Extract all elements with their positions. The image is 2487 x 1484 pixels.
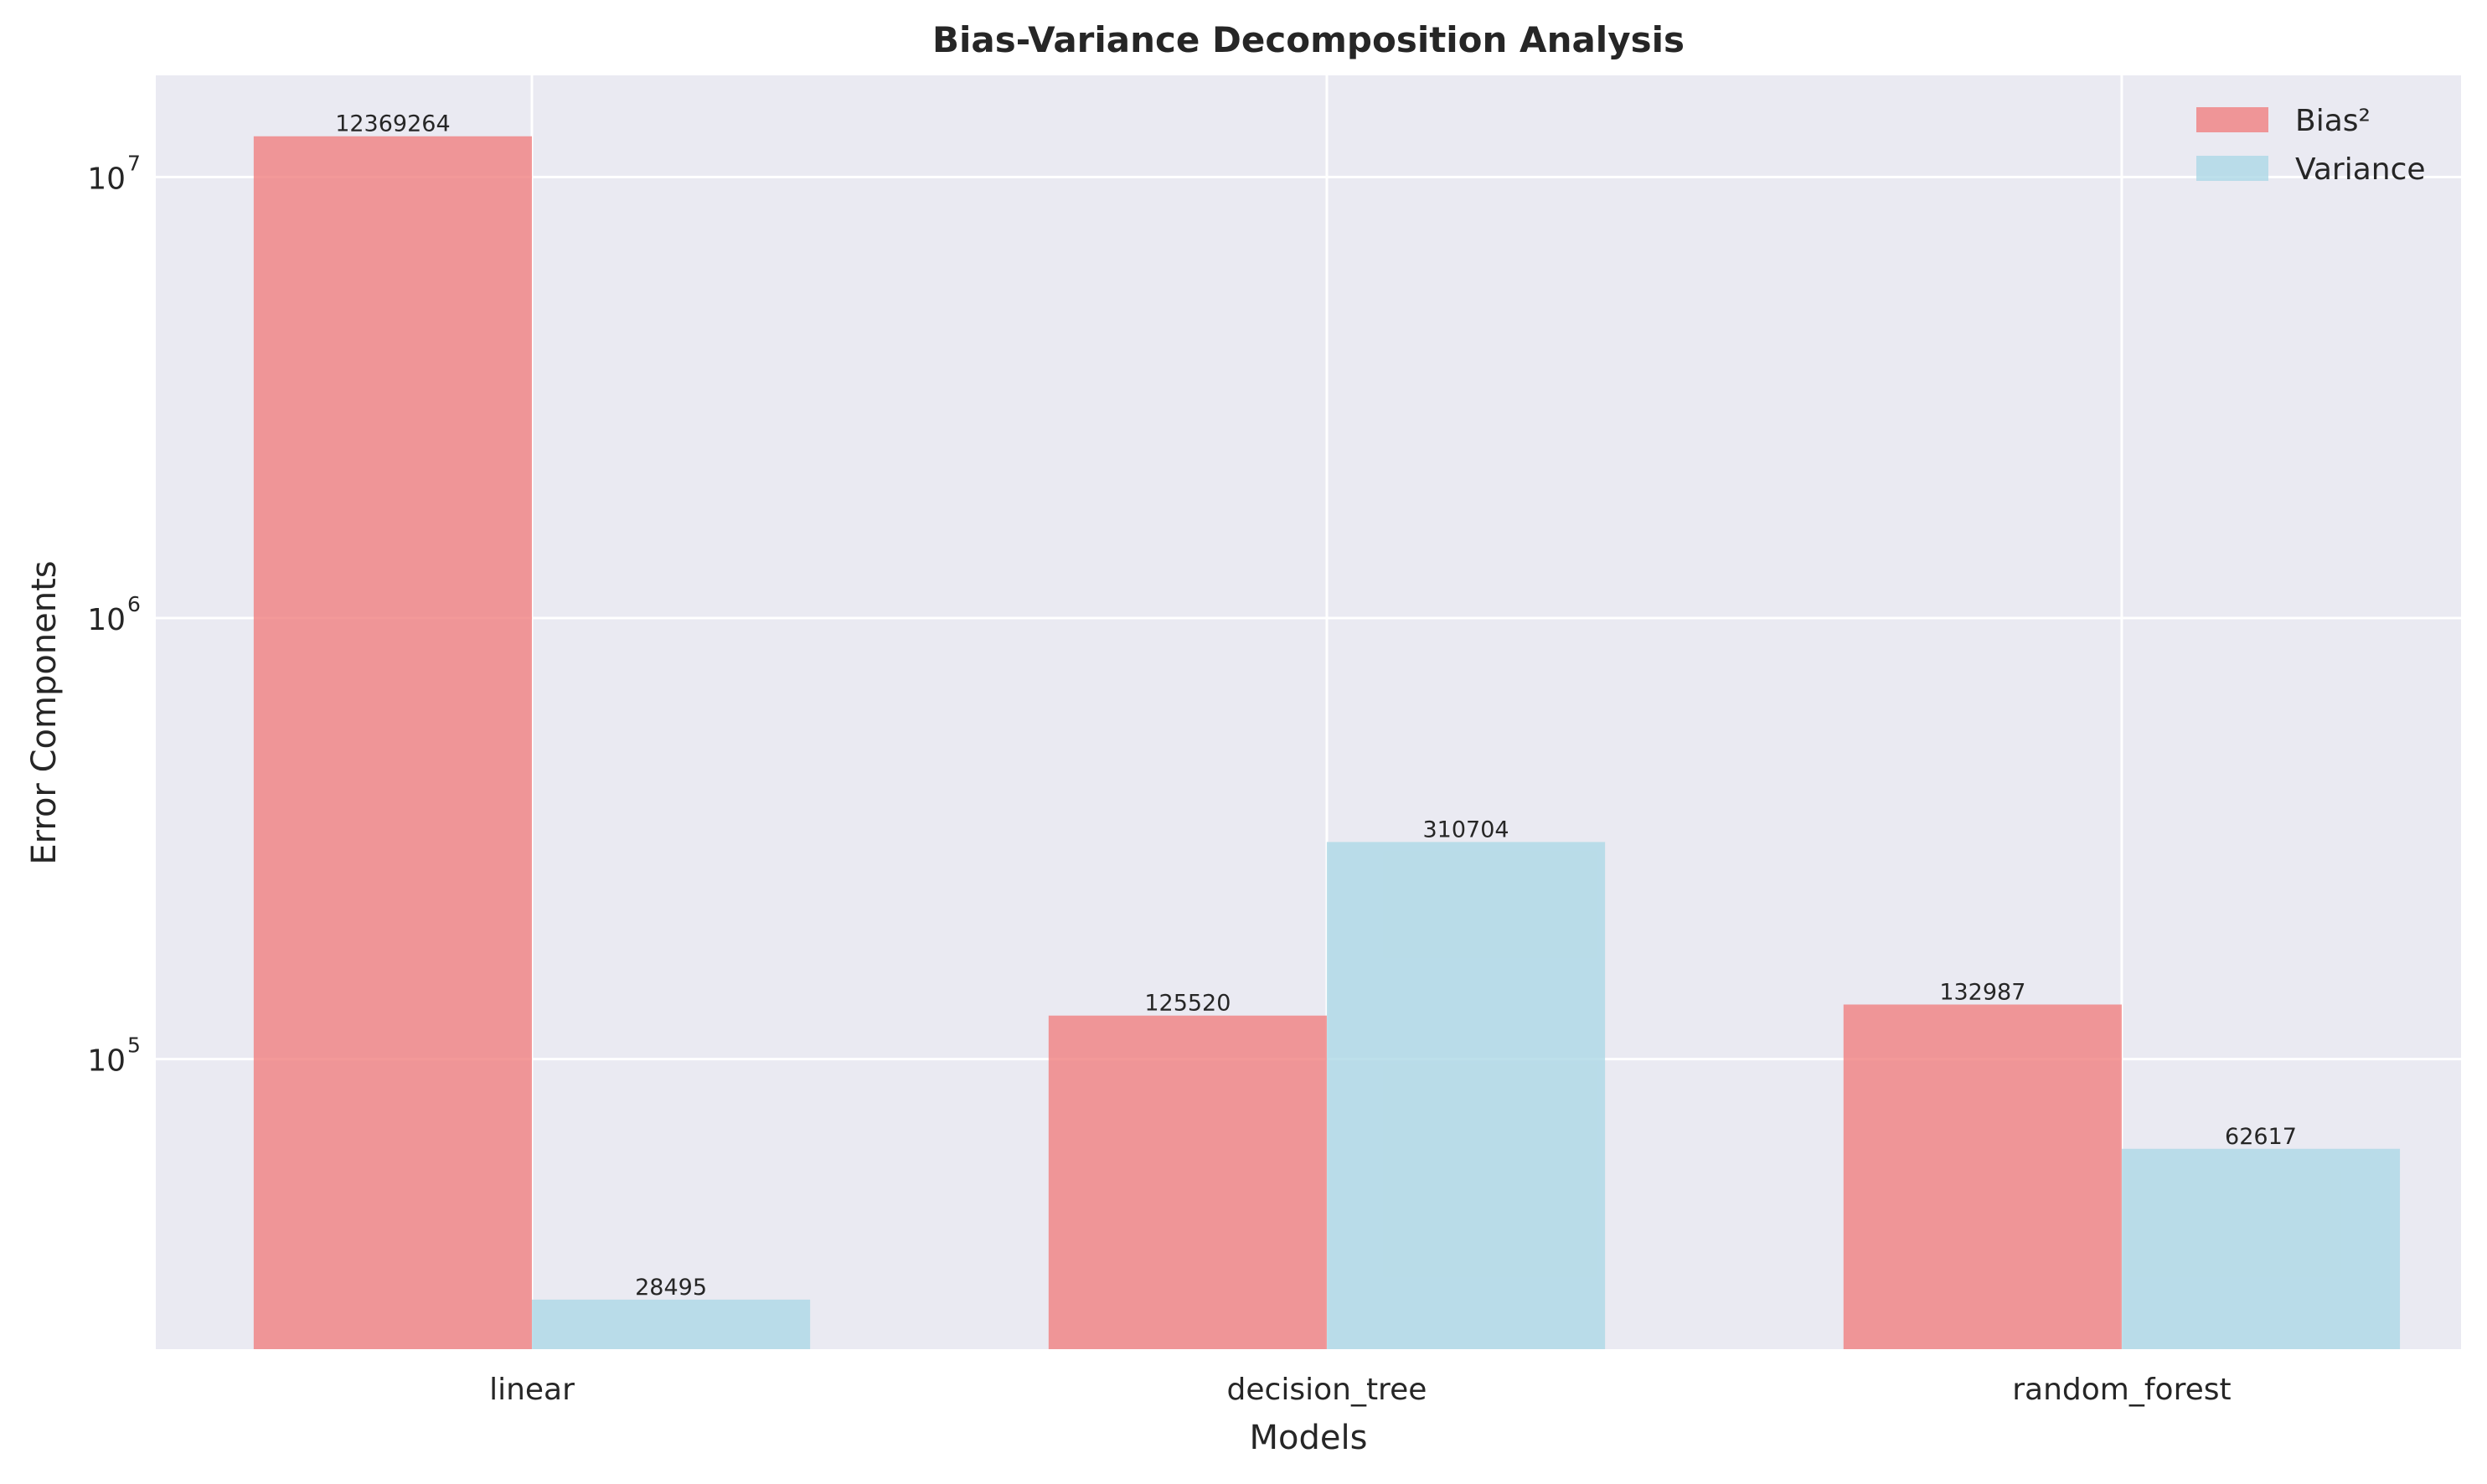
y-tick-label: 10 <box>87 162 126 196</box>
legend-label-bias: Bias² <box>2295 104 2371 138</box>
y-tick-label: 10 <box>87 603 126 637</box>
legend: Bias² Variance <box>2196 104 2426 187</box>
legend-swatch-variance <box>2196 156 2268 181</box>
data-label: 28495 <box>635 1275 707 1301</box>
data-label: 62617 <box>2225 1124 2297 1150</box>
bar-variance-decision_tree <box>1326 842 1606 1349</box>
y-axis-label: Error Components <box>25 560 64 864</box>
bar-bias-linear <box>253 136 532 1350</box>
y-tick-exponent: 5 <box>127 1033 141 1058</box>
x-tick-label: linear <box>489 1373 575 1407</box>
bar-variance-linear <box>532 1299 811 1349</box>
data-labels: 12369264 125520 132987 28495 310704 62617 <box>335 111 2297 1301</box>
data-label: 310704 <box>1422 817 1509 842</box>
x-tick-label: decision_tree <box>1227 1373 1427 1407</box>
y-tick-exponent: 7 <box>127 151 141 175</box>
data-label: 12369264 <box>335 111 450 137</box>
y-tick-exponent: 6 <box>127 592 141 616</box>
legend-label-variance: Variance <box>2295 152 2426 187</box>
bar-variance-random_forest <box>2121 1148 2401 1349</box>
y-tick-label: 10 <box>87 1044 126 1079</box>
data-label: 132987 <box>1939 979 2025 1005</box>
bars <box>253 136 2401 1350</box>
bar-bias-random_forest <box>1843 1004 2122 1349</box>
data-label: 125520 <box>1144 991 1231 1017</box>
chart-title: Bias-Variance Decomposition Analysis <box>932 19 1685 60</box>
bar-bias-decision_tree <box>1048 1015 1327 1349</box>
x-tick-label: random_forest <box>2012 1373 2231 1407</box>
x-axis-label: Models <box>1250 1419 1368 1457</box>
legend-swatch-bias <box>2196 107 2268 132</box>
